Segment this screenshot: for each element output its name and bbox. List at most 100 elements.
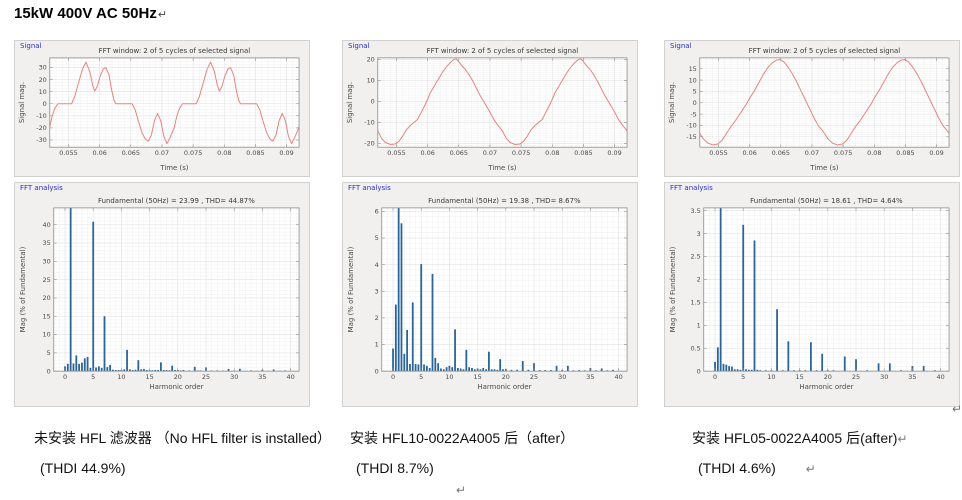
svg-text:30: 30 bbox=[43, 258, 51, 266]
svg-text:Signal mag.: Signal mag. bbox=[346, 82, 354, 123]
caption-hfl05: 安装 HFL05-0022A4005 后(after)↵ (THDI 4.6%)… bbox=[692, 428, 908, 476]
svg-text:0.065: 0.065 bbox=[450, 149, 468, 157]
fft-group-label: FFT analysis bbox=[348, 184, 391, 192]
svg-text:5: 5 bbox=[375, 234, 379, 242]
figure-panel-no-filter: Signal 0.055 0.06 0.065 0.07 0.075 0.08 0.085 0… bbox=[14, 40, 310, 408]
svg-text:Mag (% of Fundamental): Mag (% of Fundamental) bbox=[19, 246, 27, 332]
svg-text:Signal mag.: Signal mag. bbox=[18, 82, 26, 123]
paragraph-mark: ↵ bbox=[157, 9, 168, 21]
svg-text:-30: -30 bbox=[36, 136, 47, 144]
caption-thdi: (THDI 4.6%) ↵ bbox=[698, 460, 816, 476]
svg-text:-10: -10 bbox=[36, 112, 47, 120]
svg-text:5: 5 bbox=[693, 88, 697, 96]
svg-text:2.5: 2.5 bbox=[691, 253, 701, 261]
svg-text:6: 6 bbox=[375, 208, 379, 216]
svg-text:0: 0 bbox=[371, 98, 375, 106]
svg-text:0.055: 0.055 bbox=[59, 149, 77, 157]
svg-text:15: 15 bbox=[689, 65, 697, 73]
fft-bar-chart: 0 5 10 15 20 25 30 35 40 0 5 10 15 20 25 30 35 40 Fundamen… bbox=[16, 184, 308, 405]
svg-text:10: 10 bbox=[367, 77, 375, 85]
fft-group-box: FFT analysis 0 5 10 15 20 25 30 35 40 0 0.5 1 1.5 2 2.… bbox=[664, 182, 960, 407]
svg-text:Signal mag.: Signal mag. bbox=[668, 82, 676, 123]
svg-text:3.5: 3.5 bbox=[691, 207, 701, 215]
figure-panel-hfl10: Signal 0.055 0.06 0.065 0.07 0.075 0.08 0.085 0… bbox=[342, 40, 638, 408]
svg-text:0: 0 bbox=[375, 367, 379, 375]
svg-text:0.08: 0.08 bbox=[867, 149, 881, 157]
caption-thdi: (THDI 44.9%) bbox=[40, 460, 126, 476]
svg-text:Fundamental (50Hz) = 19.38 , T: Fundamental (50Hz) = 19.38 , THD= 8.67% bbox=[428, 197, 581, 205]
svg-text:3: 3 bbox=[697, 230, 701, 238]
svg-text:40: 40 bbox=[43, 221, 51, 229]
svg-text:0: 0 bbox=[43, 100, 47, 108]
svg-text:4: 4 bbox=[375, 261, 379, 269]
svg-text:0.07: 0.07 bbox=[155, 149, 169, 157]
svg-text:0.09: 0.09 bbox=[607, 149, 621, 157]
svg-text:5: 5 bbox=[419, 373, 423, 381]
svg-text:0: 0 bbox=[47, 367, 51, 375]
paragraph-mark: ↵ bbox=[897, 432, 908, 446]
svg-text:40: 40 bbox=[936, 373, 944, 381]
svg-text:5: 5 bbox=[91, 373, 95, 381]
svg-text:0.055: 0.055 bbox=[387, 149, 405, 157]
svg-text:-20: -20 bbox=[364, 140, 375, 148]
fft-group-label: FFT analysis bbox=[670, 184, 713, 192]
svg-text:0: 0 bbox=[63, 373, 67, 381]
svg-text:20: 20 bbox=[367, 56, 375, 64]
svg-text:0.085: 0.085 bbox=[574, 149, 592, 157]
svg-text:0.08: 0.08 bbox=[217, 149, 231, 157]
signal-group-label: Signal bbox=[348, 42, 370, 50]
svg-text:30: 30 bbox=[558, 373, 566, 381]
svg-text:25: 25 bbox=[530, 373, 538, 381]
svg-text:2: 2 bbox=[697, 276, 701, 284]
svg-text:0.08: 0.08 bbox=[545, 149, 559, 157]
svg-text:Harmonic order: Harmonic order bbox=[477, 383, 531, 391]
svg-text:15: 15 bbox=[43, 312, 51, 320]
svg-text:30: 30 bbox=[880, 373, 888, 381]
svg-text:0.06: 0.06 bbox=[92, 149, 106, 157]
svg-text:0.055: 0.055 bbox=[709, 149, 727, 157]
svg-text:0: 0 bbox=[391, 373, 395, 381]
svg-text:35: 35 bbox=[43, 239, 51, 247]
svg-text:-10: -10 bbox=[364, 119, 375, 127]
svg-text:20: 20 bbox=[174, 373, 182, 381]
svg-text:30: 30 bbox=[39, 64, 47, 72]
svg-text:40: 40 bbox=[614, 373, 622, 381]
fft-group-box: FFT analysis 0 5 10 15 20 25 30 35 40 0 5 10 15 20 25 3… bbox=[14, 182, 310, 407]
svg-text:25: 25 bbox=[202, 373, 210, 381]
svg-text:Time (s): Time (s) bbox=[809, 164, 839, 172]
svg-text:Mag (% of Fundamental): Mag (% of Fundamental) bbox=[669, 246, 677, 332]
svg-text:-15: -15 bbox=[686, 133, 697, 141]
svg-text:10: 10 bbox=[39, 88, 47, 96]
svg-text:35: 35 bbox=[258, 373, 266, 381]
signal-waveform-chart: 0.055 0.06 0.065 0.07 0.075 0.08 0.085 0.09 -30 -… bbox=[16, 42, 308, 175]
svg-text:10: 10 bbox=[689, 76, 697, 84]
svg-text:0.085: 0.085 bbox=[246, 149, 264, 157]
signal-group-label: Signal bbox=[670, 42, 692, 50]
paragraph-mark: ↵ bbox=[805, 462, 816, 476]
svg-text:10: 10 bbox=[445, 373, 453, 381]
svg-text:-20: -20 bbox=[36, 124, 47, 132]
svg-text:FFT window: 2 of 5 cycles of s: FFT window: 2 of 5 cycles of selected si… bbox=[749, 47, 901, 55]
svg-text:3: 3 bbox=[375, 287, 379, 295]
caption-line1: 安装 HFL10-0022A4005 后（after） bbox=[350, 430, 575, 446]
svg-text:10: 10 bbox=[117, 373, 125, 381]
page-title-text: 15kW 400V AC 50Hz bbox=[14, 5, 157, 22]
svg-text:5: 5 bbox=[47, 349, 51, 357]
svg-text:0.07: 0.07 bbox=[805, 149, 819, 157]
svg-text:FFT window: 2 of 5 cycles of s: FFT window: 2 of 5 cycles of selected si… bbox=[427, 47, 579, 55]
svg-text:0.06: 0.06 bbox=[742, 149, 756, 157]
svg-text:0.075: 0.075 bbox=[184, 149, 202, 157]
svg-text:Fundamental (50Hz) = 23.99 , T: Fundamental (50Hz) = 23.99 , THD= 44.87% bbox=[98, 197, 255, 205]
fft-group-box: FFT analysis 0 5 10 15 20 25 30 35 40 0 1 2 3 4 5 6 Fund… bbox=[342, 182, 638, 407]
caption-thdi: (THDI 8.7%) bbox=[356, 460, 434, 476]
svg-text:0.5: 0.5 bbox=[691, 344, 701, 352]
svg-text:35: 35 bbox=[908, 373, 916, 381]
svg-text:20: 20 bbox=[824, 373, 832, 381]
signal-waveform-chart: 0.055 0.06 0.065 0.07 0.075 0.08 0.085 0.09 -15 -… bbox=[666, 42, 958, 175]
fft-bar-chart: 0 5 10 15 20 25 30 35 40 0 1 2 3 4 5 6 Fundamental (50Hz… bbox=[344, 184, 636, 405]
svg-text:Harmonic order: Harmonic order bbox=[149, 383, 203, 391]
svg-text:Time (s): Time (s) bbox=[159, 164, 189, 172]
svg-text:1: 1 bbox=[697, 321, 701, 329]
signal-group-box: Signal 0.055 0.06 0.065 0.07 0.075 0.08 0.085 0… bbox=[664, 40, 960, 177]
svg-text:0.065: 0.065 bbox=[772, 149, 790, 157]
